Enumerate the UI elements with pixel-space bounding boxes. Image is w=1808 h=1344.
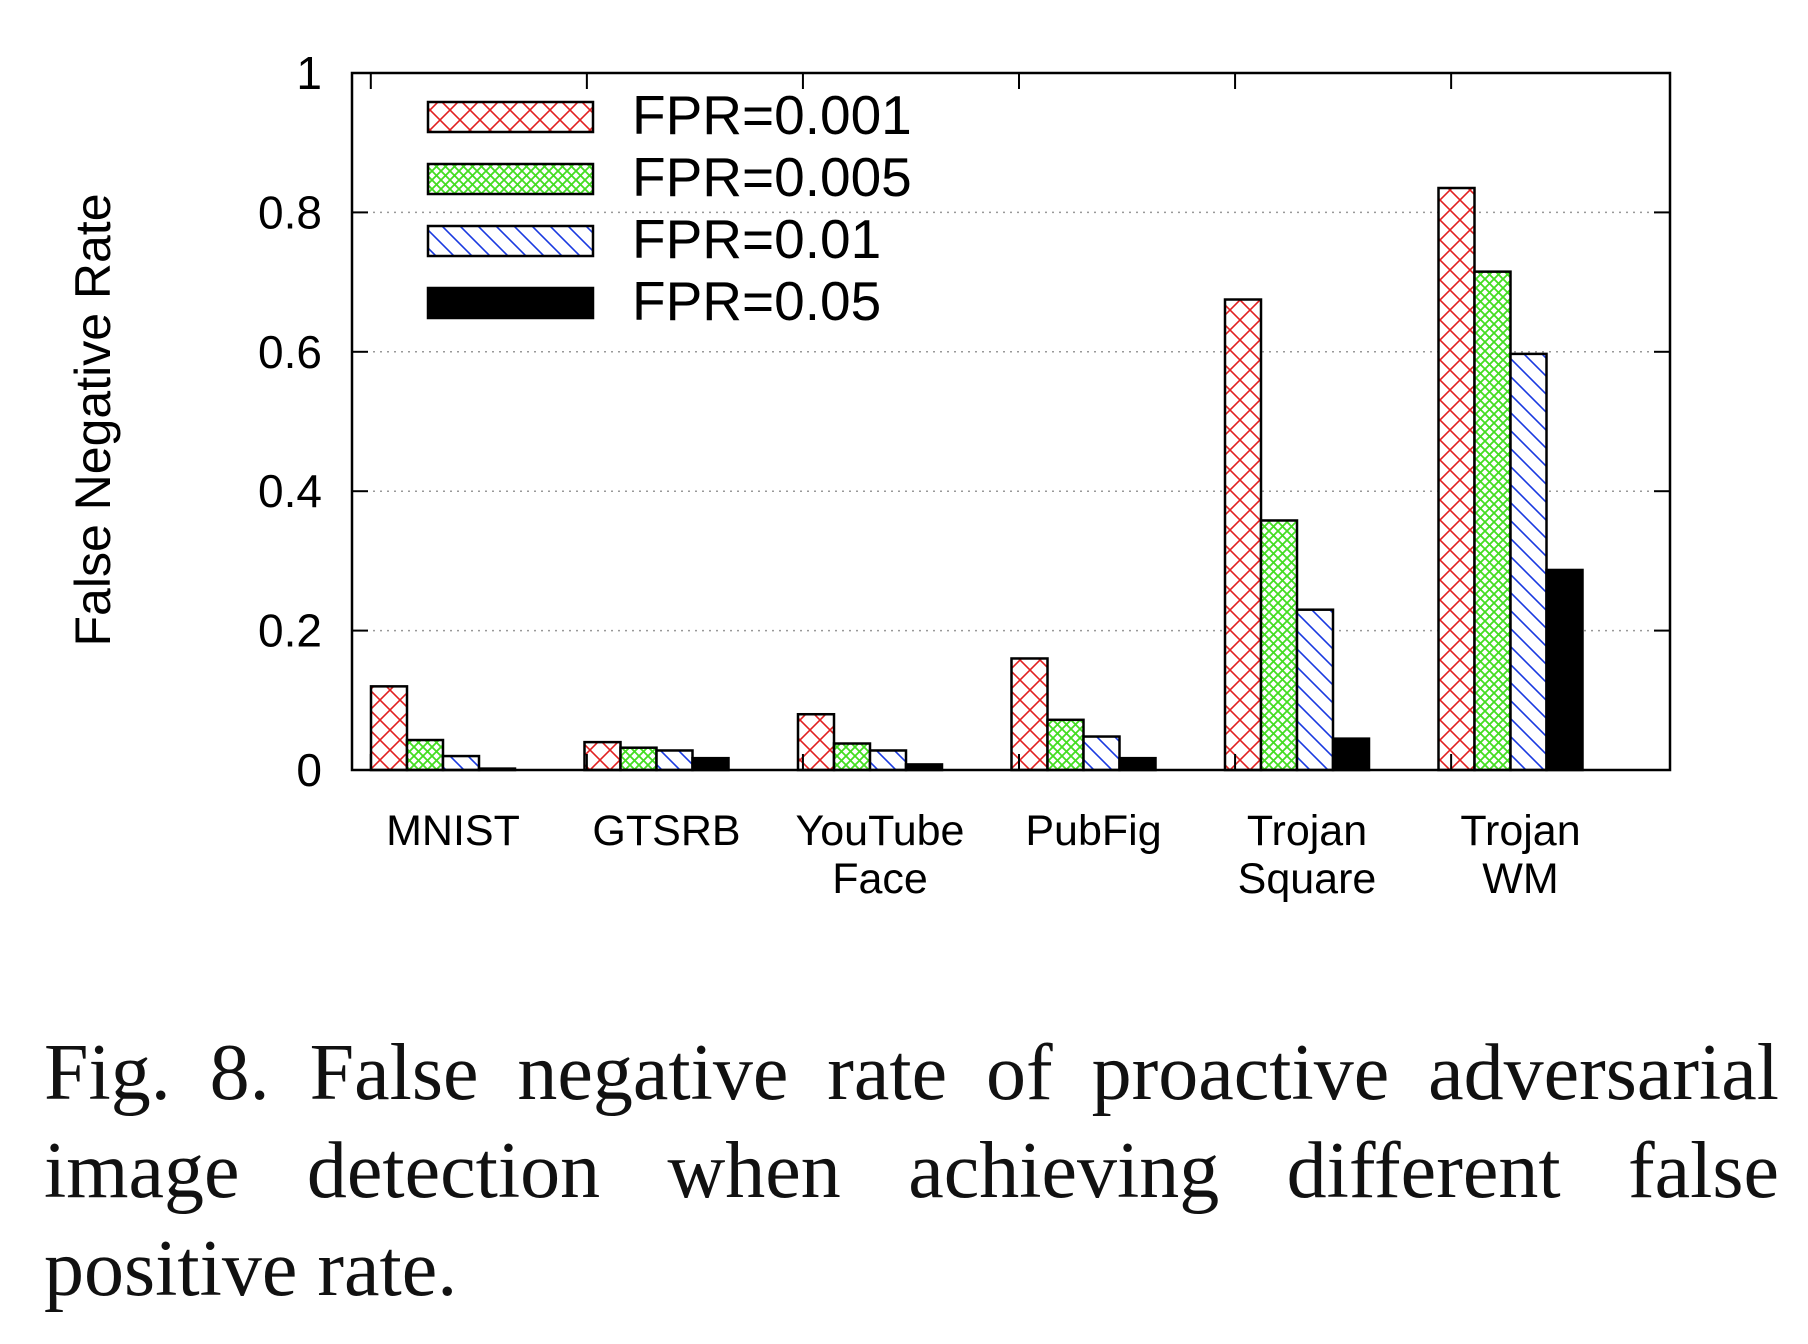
category-label: Square [1238, 855, 1377, 903]
bar-FPR=0.01-YouTube Face [868, 749, 908, 772]
legend-label: FPR=0.01 [632, 208, 881, 270]
bar-FPR=0.01-PubFig [1082, 735, 1121, 772]
legend-swatch [426, 224, 595, 258]
category-label: MNIST [386, 807, 520, 855]
figure-caption: Fig. 8. False negative rate of proactive … [44, 1024, 1779, 1318]
category-label: Face [832, 855, 928, 903]
plot-frame [350, 71, 1672, 772]
bar-FPR=0.05-Trojan WM [1545, 568, 1584, 772]
legend-label: FPR=0.001 [632, 84, 912, 146]
legend-swatch [426, 100, 595, 134]
caption-text: False negative rate of proactive adversa… [44, 1029, 1779, 1313]
bar-FPR=0.05-PubFig [1118, 756, 1157, 772]
bar-FPR=0.001-MNIST [369, 685, 409, 772]
bar-FPR=0.001-GTSRB [583, 740, 622, 772]
bar-FPR=0.005-YouTube Face [832, 742, 872, 772]
bars [369, 186, 1584, 772]
bar-FPR=0.001-Trojan Square [1223, 298, 1263, 772]
legend-label: FPR=0.005 [632, 146, 912, 208]
bar-FPR=0.001-Trojan WM [1437, 186, 1476, 772]
y-tick-label: 0 [296, 744, 322, 796]
axis-ticks [352, 72, 1670, 771]
bar-FPR=0.005-MNIST [405, 738, 445, 772]
category-label: Trojan [1460, 807, 1580, 855]
y-axis-title: False Negative Rate [65, 193, 121, 646]
category-label: Trojan [1247, 807, 1367, 855]
legend-swatch [426, 286, 595, 320]
y-tick-label: 0.8 [258, 186, 322, 238]
bar-FPR=0.001-YouTube Face [796, 712, 836, 772]
legend-label: FPR=0.05 [632, 270, 881, 332]
bar-FPR=0.005-GTSRB [619, 746, 658, 772]
bar-FPR=0.01-GTSRB [655, 749, 694, 772]
bar-FPR=0.005-Trojan Square [1259, 519, 1299, 772]
bar-FPR=0.001-PubFig [1010, 657, 1049, 772]
category-label: YouTube [796, 807, 965, 855]
y-tick-label: 0.2 [258, 605, 322, 657]
bar-FPR=0.05-Trojan Square [1331, 737, 1371, 772]
grid-lines [352, 211, 1670, 632]
category-label: GTSRB [592, 807, 740, 855]
y-tick-label: 0.4 [258, 465, 322, 517]
caption-label: Fig. 8. [44, 1029, 270, 1117]
y-tick-label: 0.6 [258, 326, 322, 378]
bar-FPR=0.005-PubFig [1046, 718, 1085, 772]
legend-swatch [426, 162, 595, 196]
bar-FPR=0.01-MNIST [441, 754, 481, 772]
bar-FPR=0.01-Trojan WM [1509, 352, 1548, 772]
category-label: WM [1482, 855, 1558, 903]
y-tick-labels: 0 0.2 0.4 0.6 0.8 1 [258, 47, 322, 796]
category-label: PubFig [1025, 807, 1161, 855]
bar-FPR=0.01-Trojan Square [1295, 608, 1335, 772]
bar-FPR=0.05-GTSRB [691, 756, 730, 772]
bar-FPR=0.005-Trojan WM [1473, 270, 1512, 772]
y-tick-label: 1 [296, 47, 322, 99]
